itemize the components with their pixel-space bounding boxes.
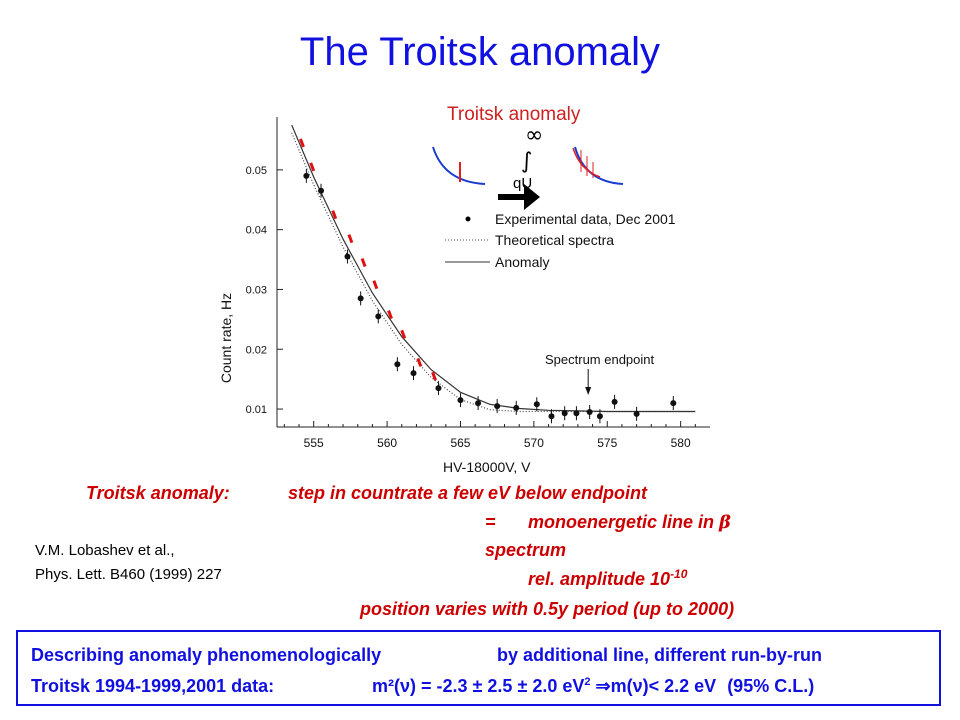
implies-symbol: ⇒ [595,676,611,696]
nu-symbol: ν [400,676,411,696]
anomaly-exponent: -10 [670,567,688,581]
legend-label-theory: Theoretical spectra [495,232,614,248]
red-mark [387,310,393,320]
data-point [611,398,618,405]
inset-right-red-hatch [580,150,594,178]
inset-diagram: Troitsk anomaly ∞ ∫ qU [432,104,624,210]
plot-area: 555 560 565 570 575 580 0.01 0.02 0.03 0.04 0.05 [246,117,710,450]
data-point [633,410,640,417]
summary-line-1a: Describing anomaly phenomenologically [31,645,382,665]
x-axis-label: HV-18000V, V [443,459,531,475]
y-tick-label: 0.01 [246,404,267,416]
anomaly-label: Troitsk anomaly: [86,483,230,503]
nu-symbol-2: ν [632,676,643,696]
red-mark [431,371,437,381]
data-point [561,410,568,417]
beta-symbol: β [719,512,731,533]
summary-box: Describing anomaly phenomenologically by… [16,630,941,706]
m-open: m( [610,676,633,696]
inset-integral: ∫ [521,149,532,174]
legend-marker-data [465,216,471,222]
data-point [586,409,593,416]
data-point [457,397,464,404]
curve-theoretical [291,132,696,413]
reference-line-1: V.M. Lobashev et al., [35,542,175,559]
data-point [475,400,482,407]
inset-right-red [572,147,601,178]
data-point [670,400,677,407]
data-point [513,404,520,411]
legend-label-anomaly: Anomaly [495,254,549,270]
x-tick-label: 580 [671,436,691,450]
data-point [375,313,382,320]
legend-label-data: Experimental data, Dec 2001 [495,211,676,227]
x-tick-label: 575 [597,436,617,450]
x-tick-label: 555 [304,436,324,450]
confidence-level: (95% C.L.) [727,676,815,696]
inset-title: Troitsk anomaly [447,104,581,125]
curve-anomaly [291,124,696,413]
data-point [548,413,555,420]
red-mark [416,357,423,367]
anomaly-line-2: monoenergetic line in β [528,512,731,533]
data-point [357,295,364,302]
x-tick-label: 560 [377,436,397,450]
anomaly-line-2b: spectrum [485,540,567,560]
summary-line-2-equation: m²(ν) = -2.3 ± 2.5 ± 2.0 eV2 ⇒m(ν)< 2.2 … [372,676,814,697]
data-point [533,401,540,408]
red-mark [309,162,316,172]
data-point [303,172,310,179]
red-mark [347,234,354,244]
anomaly-line-1: step in countrate a few eV below endpoin… [288,483,648,503]
y-tick-label: 0.03 [246,284,267,296]
data-point [344,253,351,260]
data-point [410,370,417,377]
summary-line-2-label: Troitsk 1994-1999,2001 data: [31,676,275,696]
x-tick-label: 565 [450,436,470,450]
data-point [494,403,501,410]
endpoint-arrow-head [585,387,592,395]
m2-open: m²( [372,676,400,696]
data-point [435,385,442,392]
y-tick-label: 0.04 [246,225,267,237]
anomaly-equals: = [485,512,496,532]
anomaly-line-3-text: rel. amplitude 10 [528,569,671,589]
m-limit: )< 2.2 eV [642,676,717,696]
anomaly-line-2-text: monoenergetic line in [528,512,720,532]
slide-title: The Troitsk anomaly [299,30,661,74]
anomaly-line-4: position varies with 0.5y period (up to … [360,599,735,619]
data-point [596,413,603,420]
legend: Experimental data, Dec 2001 Theoretical … [445,211,676,270]
m2-value: ) = -2.3 ± 2.5 ± 2.0 eV [410,676,585,696]
summary-line-1b: by additional line, different run-by-run [497,645,823,665]
y-tick-label: 0.02 [246,344,267,356]
data-point [394,361,401,368]
squared: 2 [584,676,591,688]
chart: 555 560 565 570 575 580 0.01 0.02 0.03 0.04 0.05 T… [218,104,710,475]
red-mark [360,258,367,268]
data-point [573,410,580,417]
inset-infinity: ∞ [525,123,543,148]
inset-left-curve [432,146,486,185]
red-mark [331,210,338,220]
red-mark [372,280,379,290]
red-mark [299,138,305,148]
red-mark [400,329,407,339]
reference-line-2: Phys. Lett. B460 (1999) 227 [35,566,222,583]
inset-arrow-head [524,184,540,210]
y-tick-label: 0.05 [246,165,267,177]
y-axis-label: Count rate, Hz [218,293,234,383]
endpoint-label: Spectrum endpoint [545,352,655,367]
x-tick-label: 570 [524,436,544,450]
anomaly-line-3: rel. amplitude 10-10 [528,567,687,590]
data-point [318,187,325,194]
